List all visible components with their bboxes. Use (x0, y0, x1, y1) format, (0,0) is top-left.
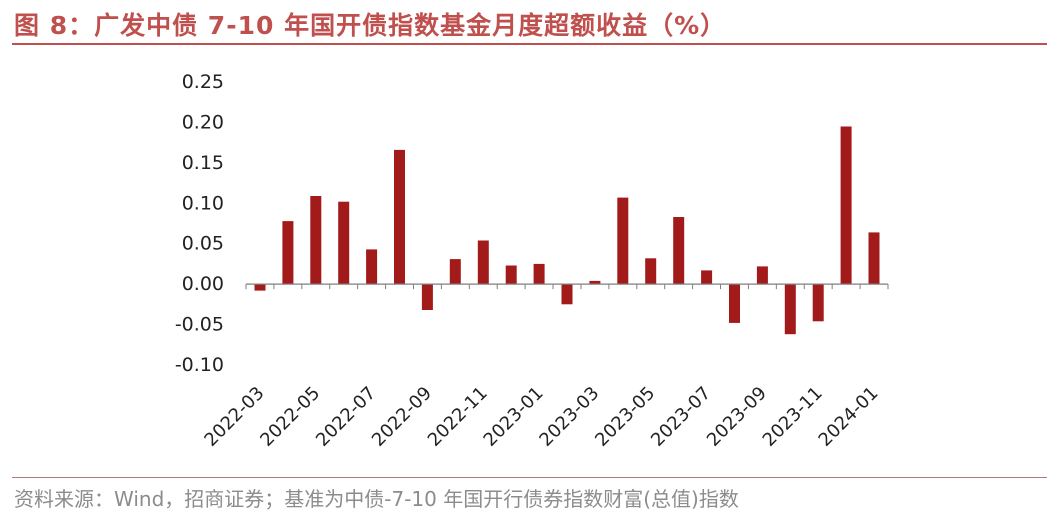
bar-2023-08 (729, 284, 740, 323)
x-tick-label: 2022-07 (312, 383, 380, 451)
x-tick-label: 2023-11 (759, 383, 827, 451)
bar-2023-01 (533, 263, 545, 285)
bar-2022-11 (477, 240, 489, 285)
bar-2022-12 (505, 265, 517, 285)
x-tick-label: 2023-03 (535, 383, 603, 451)
x-tick-label: 2022-09 (368, 383, 436, 451)
bar-2023-05 (645, 258, 657, 285)
source-note: 资料来源：Wind，招商证券；基准为中债-7-10 年国开行债券指数财富(总值)… (14, 487, 739, 511)
x-tick-label: 2023-09 (703, 383, 771, 451)
x-tick-label: 2022-03 (200, 383, 268, 451)
x-tick-label: 2023-01 (480, 383, 548, 451)
bar-2022-08 (394, 149, 405, 285)
y-tick-label: 0.10 (182, 192, 224, 214)
bar-2023-12 (840, 126, 852, 285)
x-tick-label: 2022-05 (256, 383, 324, 451)
x-tick-label: 2023-07 (647, 383, 715, 451)
bar-2023-09 (756, 266, 768, 285)
bar-2022-07 (366, 249, 378, 285)
bar-2022-05 (310, 196, 322, 285)
source-divider (12, 477, 1047, 478)
bar-2023-11 (812, 284, 824, 322)
y-tick-label: 0.05 (182, 233, 224, 255)
y-tick-label: 0.15 (182, 152, 224, 174)
bar-2023-02 (561, 284, 573, 305)
y-tick-label: 0.25 (182, 71, 224, 93)
x-tick-label: 2022-11 (424, 383, 492, 451)
bar-2022-03 (254, 284, 266, 291)
bar-2023-04 (617, 197, 629, 285)
y-tick-label: -0.10 (175, 354, 224, 376)
bar-2022-10 (449, 259, 461, 285)
bar-2022-09 (421, 284, 433, 310)
x-tick-label: 2024-01 (815, 383, 883, 451)
bar-2022-04 (282, 221, 294, 285)
bar-2023-10 (784, 284, 796, 335)
y-tick-label: 0.00 (182, 273, 224, 295)
bar-2023-07 (701, 270, 713, 285)
bar-2022-06 (338, 201, 350, 285)
bar-2023-06 (673, 217, 685, 285)
y-tick-label: 0.20 (182, 111, 224, 133)
title-divider (12, 43, 1047, 45)
bar-2024-01 (868, 232, 880, 285)
y-tick-label: -0.05 (175, 314, 224, 336)
bar-2023-03 (589, 280, 601, 285)
chart-title: 图 8：广发中债 7-10 年国开债指数基金月度超额收益（%） (14, 11, 727, 40)
x-tick-label: 2023-05 (591, 383, 659, 451)
